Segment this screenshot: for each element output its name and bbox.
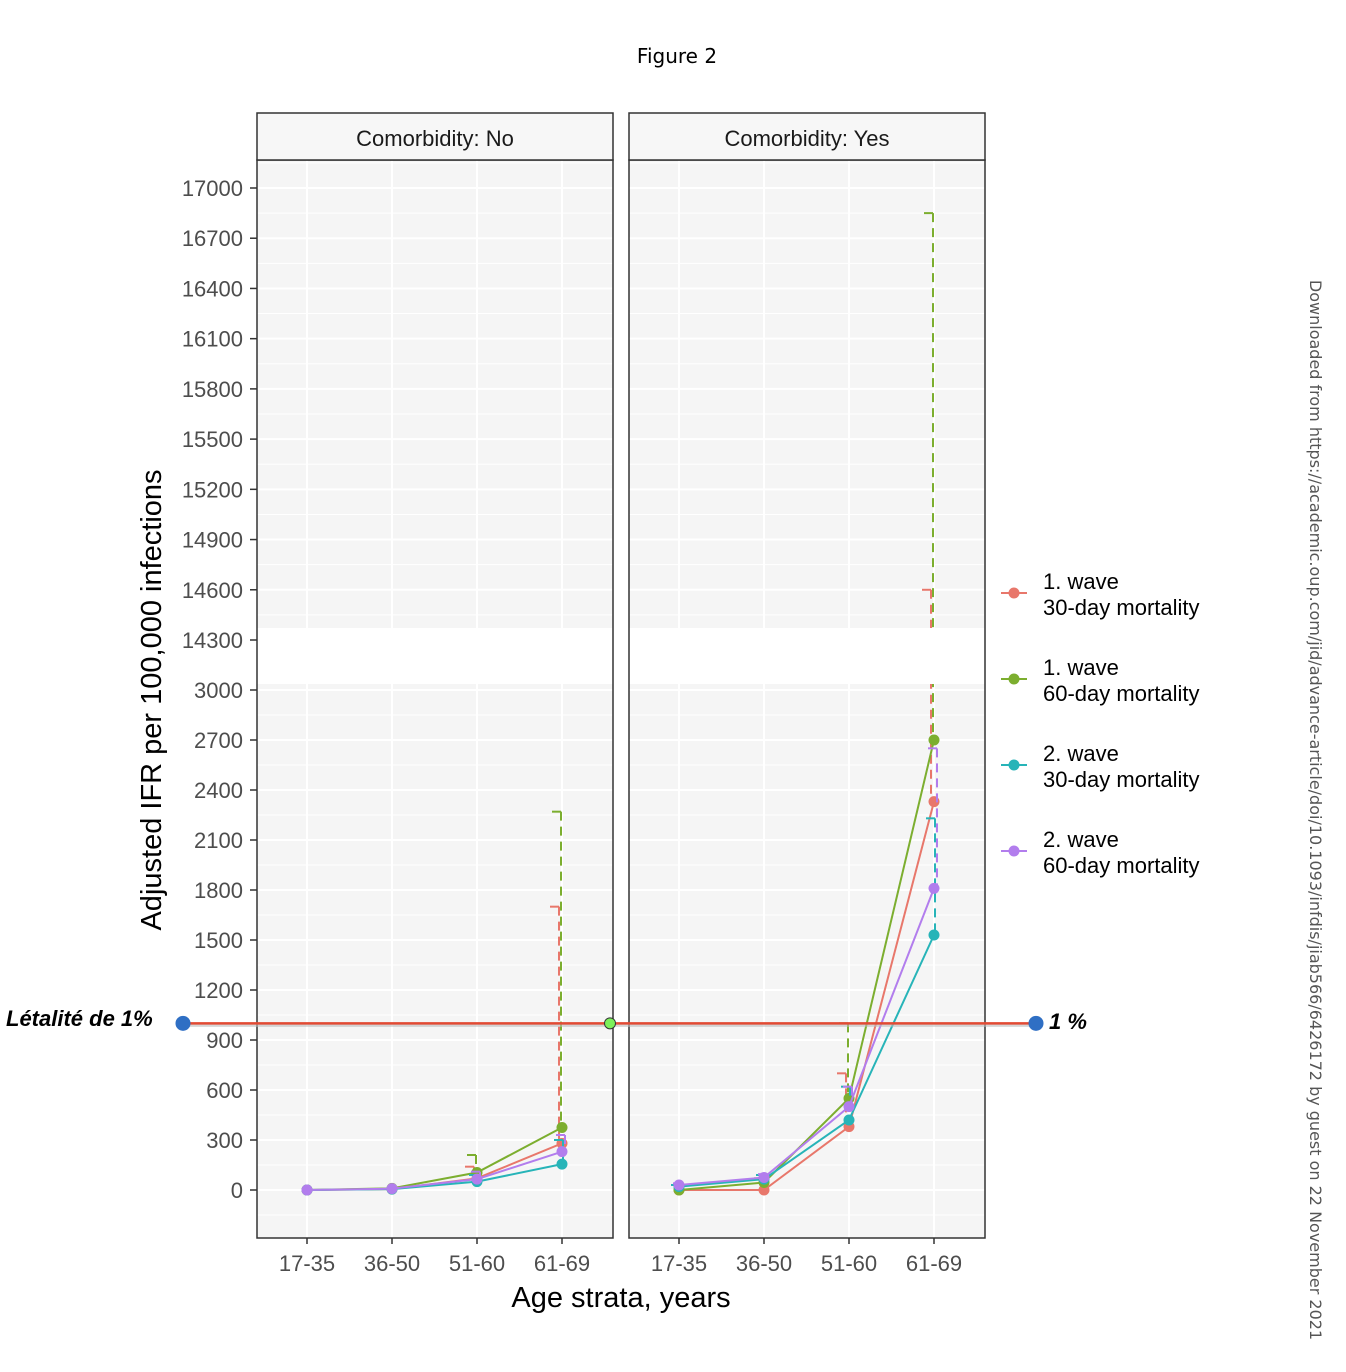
data-point <box>556 1122 568 1133</box>
y-tick-label: 14900 <box>182 528 243 553</box>
legend-key-point <box>1008 587 1020 599</box>
y-tick-label: 16100 <box>182 327 243 352</box>
panel-2: Comorbidity: Yes 17-35 36-50 51-60 61-69 <box>628 112 986 1276</box>
y-tick-label: 600 <box>206 1078 243 1103</box>
data-point <box>386 1183 398 1195</box>
x-tick-label: 61-69 <box>906 1251 962 1276</box>
annotation-right: 1 % <box>1049 1009 1087 1034</box>
x-tick-label: 51-60 <box>821 1251 877 1276</box>
series-line <box>678 887 935 1186</box>
data-point <box>928 929 940 941</box>
legend-label: 1. wave <box>1043 569 1119 594</box>
panel-1: Comorbidity: No 17-35 36-50 51-60 61-69 <box>256 112 614 1276</box>
data-point <box>843 1114 855 1126</box>
y-tick-label: 0 <box>231 1178 243 1203</box>
legend-key-point <box>1008 673 1020 685</box>
download-note: Downloaded from https://academic.oup.com… <box>1306 280 1325 1340</box>
y-tick-label: 2700 <box>194 728 243 753</box>
y-axis-label: Adjusted IFR per 100,000 infections <box>136 469 168 930</box>
x-tick-label: 61-69 <box>534 1251 590 1276</box>
y-tick-label: 14600 <box>182 578 243 603</box>
y-tick-label: 900 <box>206 1028 243 1053</box>
y-tick-label: 1200 <box>194 978 243 1003</box>
figure-title: Figure 2 <box>637 44 717 68</box>
y-axis: 0 300 600 900 1200 1500 1800 2100 2400 2700 3000 14… <box>182 176 257 1203</box>
y-tick-label: 300 <box>206 1128 243 1153</box>
strip-label: Comorbidity: No <box>356 126 514 151</box>
x-tick-label: 51-60 <box>449 1251 505 1276</box>
series-4 <box>301 1134 568 1196</box>
legend-label: 2. wave <box>1043 741 1119 766</box>
y-tick-label: 1800 <box>194 878 243 903</box>
legend-label: 30-day mortality <box>1043 595 1200 620</box>
axis-break <box>628 628 986 684</box>
reference-line-group <box>175 1015 1044 1031</box>
data-point <box>843 1101 855 1113</box>
y-tick-label: 15800 <box>182 377 243 402</box>
annotation-left: Létalité de 1% <box>6 1006 153 1031</box>
strip-background <box>628 112 986 161</box>
series-line <box>679 801 935 1191</box>
legend-key-point <box>1008 845 1020 857</box>
x-tick-label: 36-50 <box>364 1251 420 1276</box>
y-tick-label: 2400 <box>194 778 243 803</box>
series-line <box>678 739 935 1191</box>
y-tick-label: 14300 <box>182 628 243 653</box>
y-tick-label: 2100 <box>194 828 243 853</box>
legend-key-point <box>1008 759 1020 771</box>
data-point <box>556 1158 568 1170</box>
x-tick-label: 17-35 <box>279 1251 335 1276</box>
data-point <box>301 1184 313 1196</box>
reference-marker-left <box>175 1015 191 1031</box>
legend-label: 2. wave <box>1043 827 1119 852</box>
data-point <box>471 1173 483 1185</box>
series-line <box>678 934 935 1188</box>
x-axis-label: Age strata, years <box>511 1282 730 1314</box>
data-point <box>758 1172 770 1183</box>
axis-break <box>256 628 614 684</box>
strip-label: Comorbidity: Yes <box>724 126 889 151</box>
legend-label: 60-day mortality <box>1043 681 1200 706</box>
y-tick-label: 16400 <box>182 276 243 301</box>
reference-marker-center <box>604 1017 616 1030</box>
y-tick-label: 16700 <box>182 226 243 251</box>
x-tick-label: 17-35 <box>651 1251 707 1276</box>
legend-label: 1. wave <box>1043 655 1119 680</box>
reference-marker-right <box>1028 1015 1044 1031</box>
series-4 <box>673 747 940 1191</box>
y-tick-label: 3000 <box>194 678 243 703</box>
series-line <box>306 1150 563 1191</box>
data-point <box>928 734 940 746</box>
data-point <box>928 882 940 894</box>
y-tick-label: 15500 <box>182 427 243 452</box>
legend-label: 60-day mortality <box>1043 853 1200 878</box>
data-point <box>556 1146 568 1158</box>
y-tick-label: 15200 <box>182 477 243 502</box>
y-tick-label: 17000 <box>182 176 243 201</box>
strip-background <box>256 112 614 161</box>
data-point <box>673 1179 685 1191</box>
y-tick-label: 1500 <box>194 928 243 953</box>
legend-label: 30-day mortality <box>1043 767 1200 792</box>
x-tick-label: 36-50 <box>736 1251 792 1276</box>
